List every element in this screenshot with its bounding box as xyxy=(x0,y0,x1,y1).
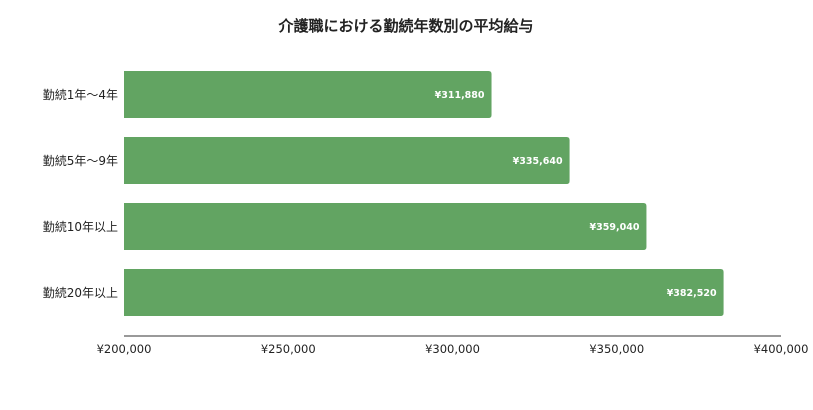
bar-2 xyxy=(124,137,570,184)
data-label-4: ¥382,520 xyxy=(667,288,717,299)
data-label-3: ¥359,040 xyxy=(590,222,640,233)
x-tick-label-5: ¥400,000 xyxy=(754,342,809,356)
bar-4 xyxy=(124,269,724,316)
category-label-3: 勤続10年以上 xyxy=(43,220,118,234)
x-tick-labels: ¥200,000 ¥250,000 ¥300,000 ¥350,000 ¥400,000 xyxy=(97,342,809,356)
category-label-4: 勤続20年以上 xyxy=(43,286,118,300)
x-tick-label-1: ¥200,000 xyxy=(97,342,152,356)
bars-group: ¥311,880 ¥335,640 ¥359,040 ¥382,520 xyxy=(124,71,724,316)
bar-3 xyxy=(124,203,647,250)
bar-1 xyxy=(124,71,492,118)
category-label-1: 勤続1年～4年 xyxy=(43,88,118,102)
data-label-1: ¥311,880 xyxy=(435,90,485,101)
chart-title: 介護職における勤続年数別の平均給与 xyxy=(277,17,533,35)
x-tick-label-2: ¥250,000 xyxy=(261,342,316,356)
category-label-2: 勤続5年～9年 xyxy=(43,154,118,168)
x-tick-label-4: ¥350,000 xyxy=(589,342,644,356)
data-label-2: ¥335,640 xyxy=(513,156,563,167)
x-tick-label-3: ¥300,000 xyxy=(425,342,480,356)
